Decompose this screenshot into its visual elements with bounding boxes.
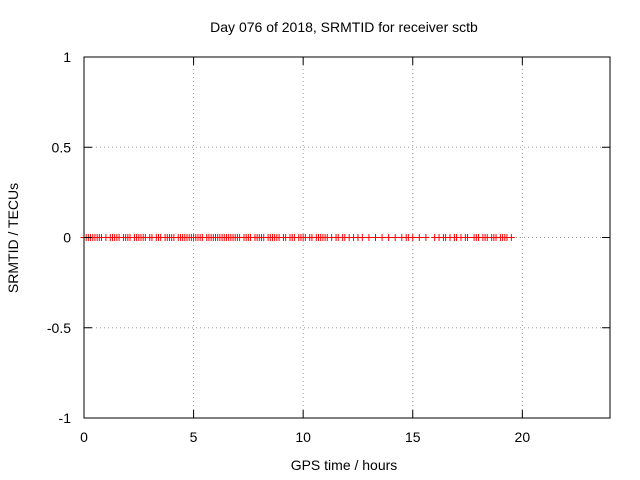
data-point [378,234,386,241]
data-point [391,234,399,241]
y-axis-label: SRMTID / TECUs [5,183,21,293]
y-tick-label: 0 [63,230,71,246]
y-tick-label: -0.5 [47,320,71,336]
x-tick-label: 10 [295,429,311,445]
data-point [358,234,366,241]
x-tick-label: 20 [515,429,531,445]
data-point [507,234,515,241]
x-axis-label: GPS time / hours [291,457,398,473]
data-point [385,234,393,241]
axis-ticks [83,56,610,419]
y-tick-label: 0.5 [52,139,72,155]
x-tick-label: 15 [405,429,421,445]
data-point [371,234,379,241]
data-point [409,234,417,241]
data-point [415,234,423,241]
x-tick-label: 5 [190,429,198,445]
data-point [422,234,430,241]
data-point [365,234,373,241]
y-tick-labels: -1 -0.5 0 0.5 1 [47,49,71,426]
x-tick-labels: 0 5 10 15 20 [80,429,530,445]
data-point [464,234,472,241]
chart-title: Day 076 of 2018, SRMTID for receiver sct… [210,19,478,35]
y-tick-label: -1 [59,410,72,426]
y-tick-label: 1 [63,49,71,65]
x-tick-label: 0 [80,429,88,445]
data-markers [80,234,515,241]
